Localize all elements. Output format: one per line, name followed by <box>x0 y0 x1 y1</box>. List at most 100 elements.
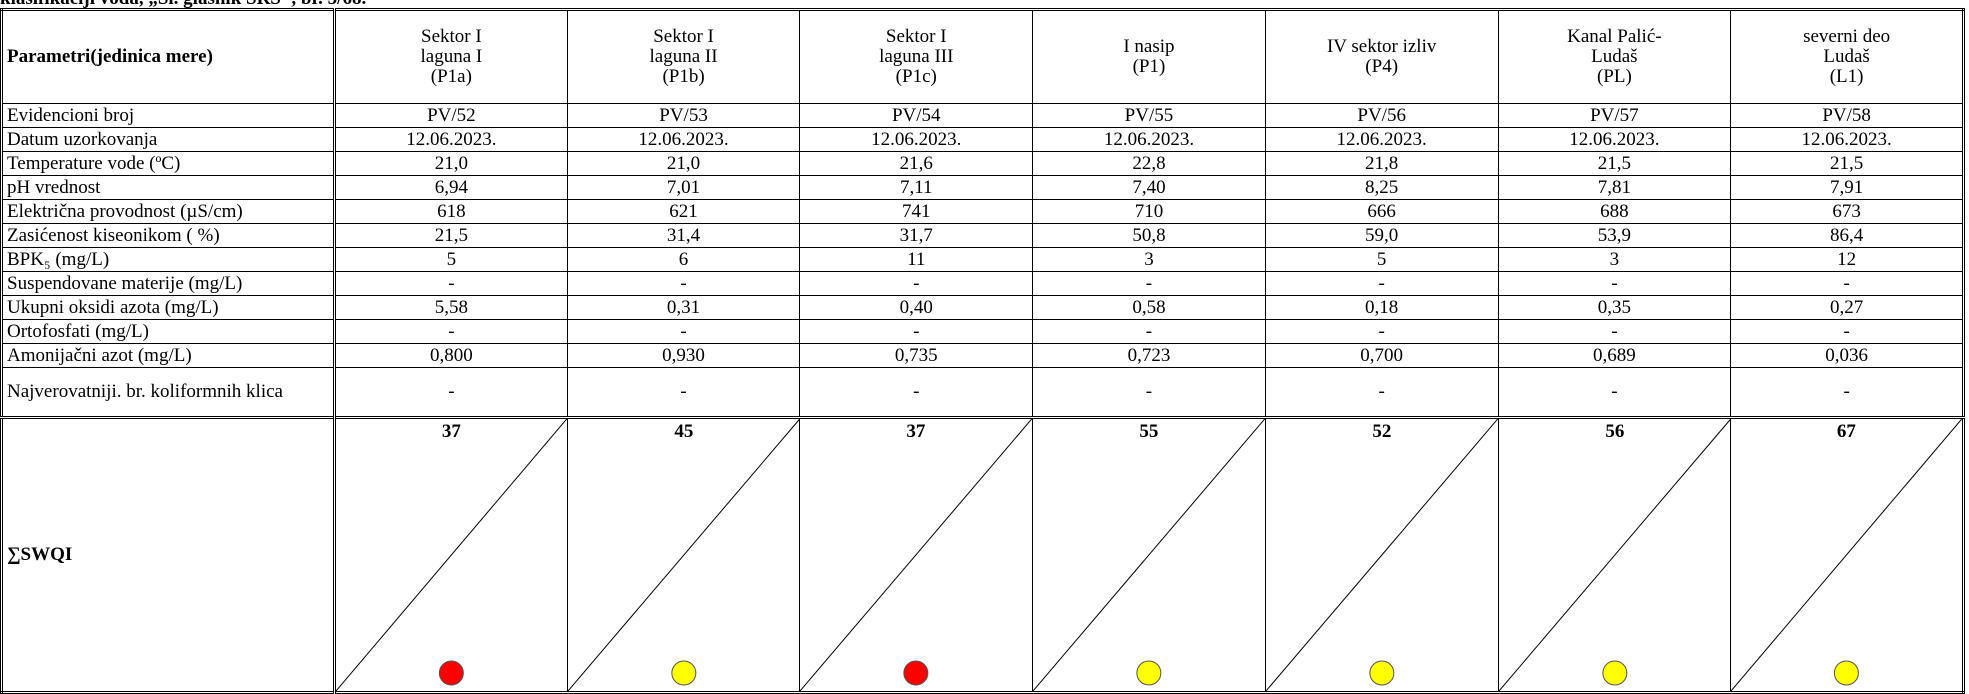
row-label: Evidencioni broj <box>1 103 336 128</box>
cell: 21,5 <box>1730 151 1964 176</box>
diagonal <box>568 420 799 691</box>
cell: - <box>799 319 1034 344</box>
cell: 21,6 <box>799 151 1034 176</box>
cell: 0,27 <box>1730 295 1964 320</box>
cell: - <box>1730 367 1964 418</box>
data-row: Ortofosfati (mg/L) - - - - - - - <box>1 319 1964 344</box>
cell: 7,11 <box>799 175 1034 200</box>
swqi-cell: 52 <box>1264 416 1499 693</box>
header-line: Sektor I <box>885 26 947 47</box>
header-cell: Parametri(jedinica mere) <box>1 9 336 104</box>
cell: 21,5 <box>334 223 568 248</box>
cell: 22,8 <box>1032 151 1266 176</box>
cell: 3 <box>1032 247 1266 272</box>
header-cell: Kanal Palić- Ludaš (PL) <box>1497 9 1732 104</box>
swqi-cell: 37 <box>799 416 1034 693</box>
cell: 0,58 <box>1032 295 1266 320</box>
cell: 21,5 <box>1497 151 1732 176</box>
data-row: Zasićenost kiseonikom ( %) 21,5 31,4 31,7 50… <box>1 223 1964 248</box>
cell: 12 <box>1730 247 1964 272</box>
header-line: IV sektor izliv <box>1326 36 1437 57</box>
header-line: I nasip <box>1123 36 1175 57</box>
status-dot <box>1136 660 1162 686</box>
cell: - <box>566 367 801 418</box>
cell: PV/58 <box>1730 103 1964 128</box>
header-line: Sektor I <box>653 26 714 47</box>
cell: PV/52 <box>334 103 568 128</box>
cell: 53,9 <box>1497 223 1732 248</box>
diagonal <box>1731 420 1962 691</box>
cell: 21,0 <box>334 151 568 176</box>
cell: - <box>1497 367 1732 418</box>
cell: 7,91 <box>1730 175 1964 200</box>
cell: - <box>334 319 568 344</box>
header-line: laguna II <box>649 46 718 67</box>
cell: 741 <box>799 199 1034 224</box>
diagonal <box>1033 420 1265 691</box>
cell: 5 <box>1264 247 1499 272</box>
data-row: BPK₅ (mg/L) 5 6 11 3 5 3 12 <box>1 247 1964 272</box>
header-cell: I nasip (P1) <box>1032 9 1266 104</box>
cell: - <box>1497 271 1732 296</box>
swqi-label: ∑SWQI <box>1 416 336 693</box>
header-line: (P1) <box>1132 56 1166 77</box>
header-line: laguna I <box>420 46 483 67</box>
cell: PV/57 <box>1497 103 1732 128</box>
header-line: (P4) <box>1365 56 1399 77</box>
status-dot <box>1369 660 1395 686</box>
swqi-value: 55 <box>1139 421 1158 442</box>
header-line: Ludaš <box>1823 46 1870 67</box>
cell: 618 <box>334 199 568 224</box>
cell: PV/55 <box>1032 103 1266 128</box>
cell: 673 <box>1730 199 1964 224</box>
row-label: Zasićenost kiseonikom ( %) <box>1 223 336 248</box>
swqi-graphic: 56 <box>1499 420 1730 691</box>
cell: PV/53 <box>566 103 801 128</box>
row-label: pH vrednost <box>1 175 336 200</box>
header-cell: IV sektor izliv (P4) <box>1264 9 1499 104</box>
cell: - <box>566 319 801 344</box>
cell: 0,036 <box>1730 343 1964 368</box>
status-dot <box>1834 660 1860 686</box>
status-dot <box>671 660 697 686</box>
cell: PV/56 <box>1264 103 1499 128</box>
cell: 12.06.2023. <box>566 127 801 152</box>
cell: 12.06.2023. <box>1497 127 1732 152</box>
cell: - <box>799 367 1034 418</box>
cell: - <box>1032 271 1266 296</box>
cell: 0,800 <box>334 343 568 368</box>
swqi-value: 37 <box>442 421 462 442</box>
cell: 86,4 <box>1730 223 1964 248</box>
cell: 7,40 <box>1032 175 1266 200</box>
cell: 31,4 <box>566 223 801 248</box>
cell: 6 <box>566 247 801 272</box>
cell: - <box>799 271 1034 296</box>
swqi-cell: 37 <box>334 416 568 693</box>
cell: PV/54 <box>799 103 1034 128</box>
swqi-graphic: 37 <box>336 420 567 691</box>
cell: - <box>1032 367 1266 418</box>
row-label: Temperature vode (ºC) <box>1 151 336 176</box>
cell: 7,81 <box>1497 175 1732 200</box>
cell: - <box>1730 271 1964 296</box>
caption: klasifikaciji voda, „Sl. glasnik SRS", b… <box>0 0 1969 8</box>
row-label: BPK₅ (mg/L) <box>1 247 336 272</box>
header-line: (PL) <box>1596 66 1632 87</box>
cell: 0,18 <box>1264 295 1499 320</box>
header-cell: severni deo Ludaš (L1) <box>1730 9 1964 104</box>
header-line: (L1) <box>1829 66 1864 87</box>
data-row: Temperature vode (ºC) 21,0 21,0 21,6 22,8 21,… <box>1 151 1964 176</box>
status-dot <box>903 660 929 686</box>
swqi-value: 56 <box>1605 421 1624 442</box>
data-row: Amonijačni azot (mg/L) 0,800 0,930 0,735 0,7… <box>1 343 1964 368</box>
row-label: Električna provodnost (µS/cm) <box>1 199 336 224</box>
cell: 59,0 <box>1264 223 1499 248</box>
swqi-cell: 45 <box>566 416 801 693</box>
swqi-value: 67 <box>1837 421 1857 442</box>
swqi-graphic: 37 <box>800 420 1032 691</box>
cell: - <box>1032 319 1266 344</box>
cell: 688 <box>1497 199 1732 224</box>
